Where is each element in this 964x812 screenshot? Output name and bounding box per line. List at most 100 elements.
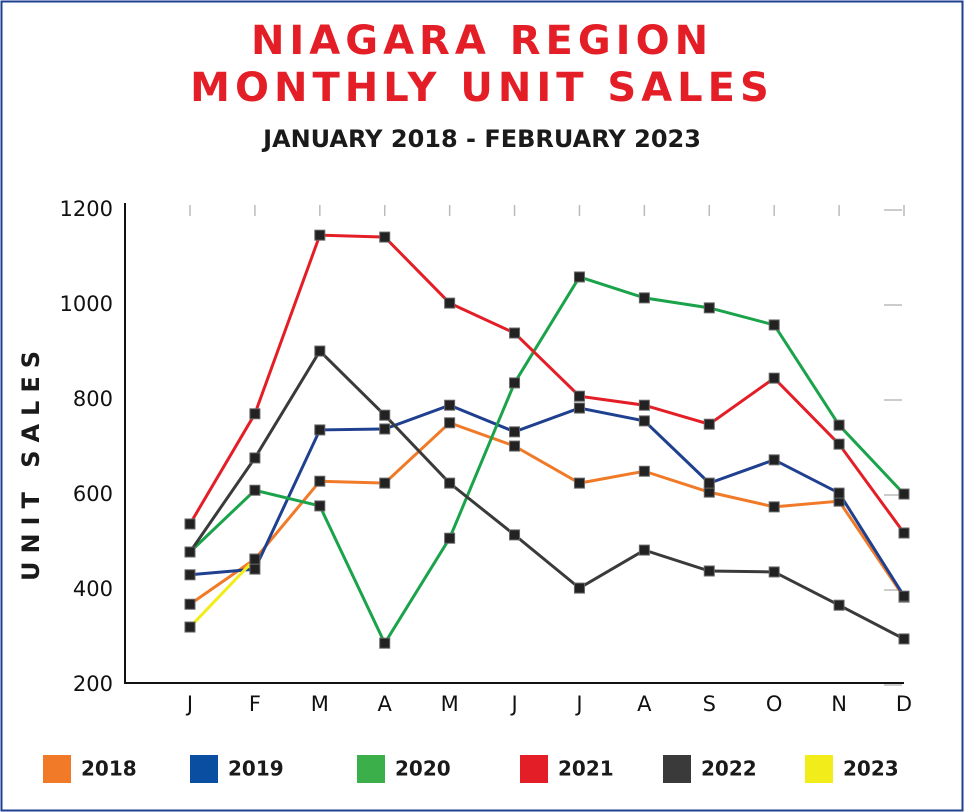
data-point [444, 399, 456, 411]
data-point [703, 565, 715, 577]
data-point [833, 419, 845, 431]
data-point [509, 426, 521, 438]
legend-swatch [805, 755, 833, 783]
data-point [184, 598, 196, 610]
data-point [573, 271, 585, 283]
x-tick-label: A [637, 692, 652, 716]
y-tick-label: 400 [73, 577, 113, 601]
data-point [833, 438, 845, 450]
data-point [638, 415, 650, 427]
x-tick-label: S [703, 692, 716, 716]
data-point [379, 409, 391, 421]
data-point [703, 302, 715, 314]
legend-label: 2022 [701, 757, 757, 781]
data-point [509, 327, 521, 339]
data-point [573, 402, 585, 414]
data-point [379, 423, 391, 435]
data-point [509, 377, 521, 389]
data-point [379, 637, 391, 649]
data-point [573, 477, 585, 489]
y-axis-label: UNIT SALES [17, 343, 45, 581]
data-point [898, 633, 910, 645]
legend-label: 2023 [843, 757, 899, 781]
data-point [314, 424, 326, 436]
data-point [509, 529, 521, 541]
data-point [638, 465, 650, 477]
data-point [833, 599, 845, 611]
x-tick-label: D [896, 692, 912, 716]
data-point [249, 553, 261, 565]
data-point [898, 488, 910, 500]
data-point [249, 408, 261, 420]
x-tick-label: M [441, 692, 459, 716]
data-point [249, 484, 261, 496]
data-point [703, 418, 715, 430]
x-tick-label: M [311, 692, 329, 716]
data-point [703, 486, 715, 498]
chart-title: MONTHLY UNIT SALES [190, 65, 774, 111]
data-point [768, 319, 780, 331]
chart-subtitle: JANUARY 2018 - FEBRUARY 2023 [261, 125, 701, 153]
x-tick-label: J [509, 692, 517, 716]
y-tick-label: 1000 [60, 292, 113, 316]
data-point [638, 399, 650, 411]
data-point [249, 452, 261, 464]
y-tick-label: 200 [73, 672, 113, 696]
data-point [184, 518, 196, 530]
series-line [188, 558, 256, 629]
data-point [184, 569, 196, 581]
data-point [768, 501, 780, 513]
data-point [444, 477, 456, 489]
legend-swatch [663, 755, 691, 783]
data-point [314, 345, 326, 357]
data-point [573, 390, 585, 402]
data-point [314, 500, 326, 512]
data-point [444, 417, 456, 429]
data-point [249, 563, 261, 575]
data-point [833, 487, 845, 499]
legend-swatch [190, 755, 218, 783]
x-tick-label: O [766, 692, 783, 716]
legend-label: 2018 [81, 757, 137, 781]
series-line [188, 348, 905, 641]
y-tick-label: 600 [73, 482, 113, 506]
data-point [444, 297, 456, 309]
data-point [768, 454, 780, 466]
data-point [509, 440, 521, 452]
legend-label: 2020 [395, 757, 451, 781]
data-point [703, 477, 715, 489]
data-point [768, 372, 780, 384]
legend-swatch [43, 755, 71, 783]
data-point [379, 477, 391, 489]
data-point [898, 527, 910, 539]
data-point [184, 621, 196, 633]
x-tick-label: N [831, 692, 847, 716]
y-tick-label: 800 [73, 387, 113, 411]
legend-label: 2019 [228, 757, 284, 781]
legend-swatch [520, 755, 548, 783]
x-tick-label: F [249, 692, 261, 716]
series-line [188, 233, 906, 534]
data-point [638, 292, 650, 304]
data-point [314, 475, 326, 487]
x-tick-label: J [574, 692, 582, 716]
data-point [379, 231, 391, 243]
legend-label: 2021 [558, 757, 614, 781]
data-point [768, 566, 780, 578]
data-point [184, 546, 196, 558]
data-point [314, 229, 326, 241]
chart-title: NIAGARA REGION [251, 18, 713, 64]
data-point [573, 582, 585, 594]
series-line [189, 421, 906, 606]
y-tick-label: 1200 [60, 197, 113, 221]
data-point [898, 590, 910, 602]
series-line [189, 403, 906, 597]
x-tick-label: J [185, 692, 193, 716]
legend-swatch [357, 755, 385, 783]
data-point [444, 532, 456, 544]
x-tick-label: A [378, 692, 393, 716]
data-point [638, 544, 650, 556]
series-line [188, 275, 906, 647]
